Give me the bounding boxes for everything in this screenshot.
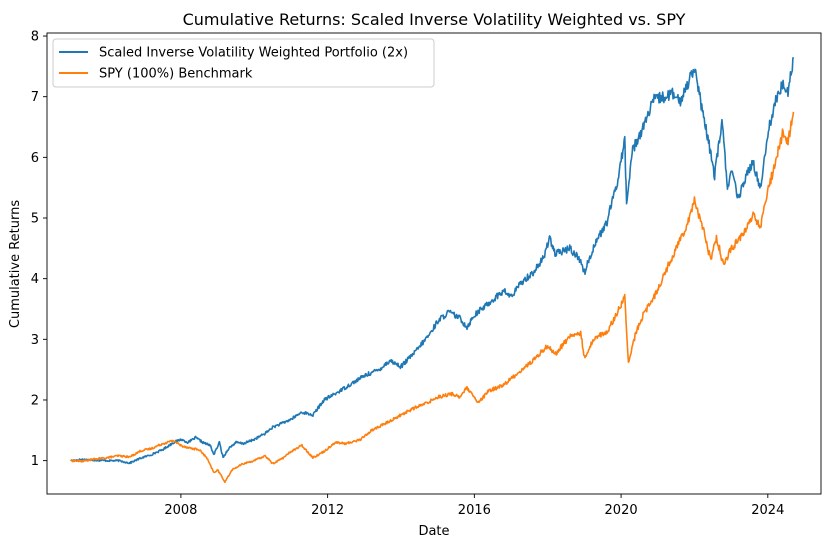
x-axis-title: Date — [418, 524, 449, 539]
y-tick-label: 5 — [31, 212, 39, 227]
series-line-1 — [70, 56, 795, 465]
plot-frame — [46, 32, 822, 495]
legend: Scaled Inverse Volatility Weighted Portf… — [52, 38, 435, 88]
x-tick-label: 2008 — [164, 503, 197, 518]
x-tick-label: 2024 — [751, 503, 784, 518]
y-axis: 1 2 3 4 5 6 7 8 — [31, 30, 47, 469]
y-tick-label: 3 — [31, 333, 39, 348]
legend-label-1: Scaled Inverse Volatility Weighted Portf… — [99, 46, 408, 61]
y-tick-label: 2 — [31, 393, 39, 408]
series-layer — [70, 56, 795, 484]
y-tick-label: 6 — [31, 151, 39, 166]
x-tick-label: 2016 — [458, 503, 491, 518]
y-tick-label: 1 — [31, 454, 39, 469]
legend-label-2: SPY (100%) Benchmark — [99, 67, 253, 82]
y-tick-label: 4 — [31, 272, 39, 287]
y-tick-label: 8 — [31, 30, 39, 45]
y-axis-title: Cumulative Returns — [8, 200, 23, 328]
series-line-2 — [70, 111, 795, 484]
x-axis: 2008 2012 2016 2020 2024 — [164, 494, 784, 518]
y-tick-label: 7 — [31, 90, 39, 105]
chart-title: Cumulative Returns: Scaled Inverse Volat… — [183, 10, 686, 29]
x-tick-label: 2012 — [311, 503, 344, 518]
legend-box — [52, 38, 435, 88]
x-tick-label: 2020 — [605, 503, 638, 518]
